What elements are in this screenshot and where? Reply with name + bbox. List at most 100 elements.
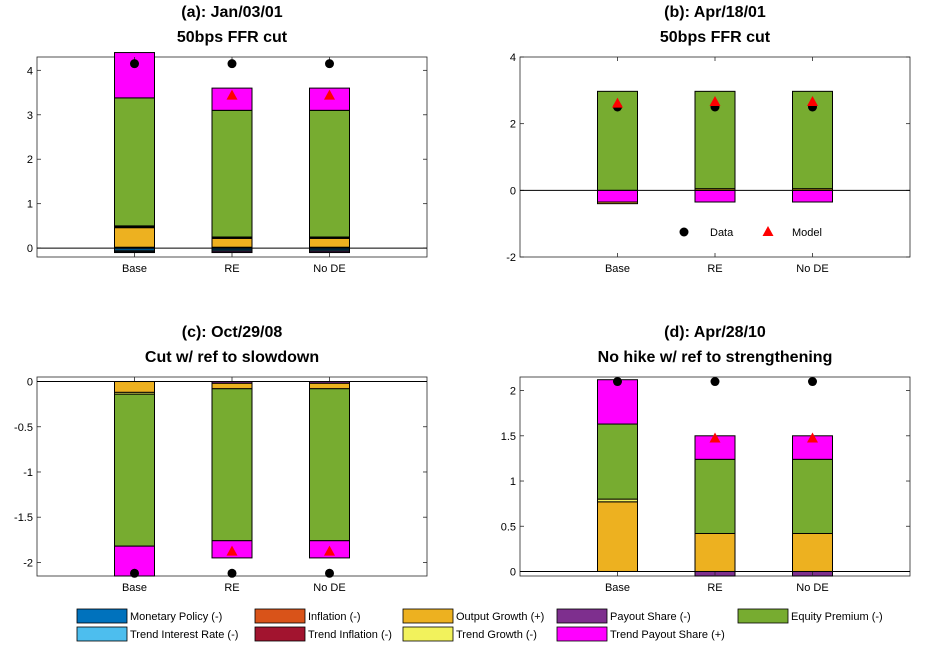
legend-label: Output Growth (+) [456, 611, 544, 623]
y-tick-label: -0.5 [14, 422, 33, 434]
bar-segment [114, 97, 155, 227]
model-marker [612, 97, 623, 108]
x-tick-label: No DE [796, 582, 828, 594]
data-marker [227, 568, 237, 578]
data-marker [808, 377, 817, 387]
legend-model-marker [762, 226, 774, 236]
model-marker [226, 545, 238, 556]
legend-data-label: Data [710, 227, 734, 239]
data-marker [325, 59, 334, 69]
bar-segment [309, 109, 350, 238]
data-marker [130, 59, 139, 69]
y-tick-label: 2 [510, 119, 516, 131]
y-tick-label: 4 [27, 65, 33, 77]
panel-a: (a): Jan/03/01 50bps FFR cut 0 1 2 3 4 Base RE No… [27, 4, 428, 275]
bar-segment [597, 201, 638, 205]
y-tick-label: 2 [27, 154, 33, 166]
y-tick-label: 0.5 [501, 521, 516, 533]
panel-subtitle: 50bps FFR cut [177, 29, 288, 46]
legend-swatch [556, 608, 608, 624]
y-tick-label: 0 [510, 185, 516, 197]
panel-title: (c): Oct/29/08 [182, 324, 283, 341]
bar-segment [114, 251, 155, 254]
legend-label: Payout Share (-) [610, 611, 691, 623]
component-legend: Monetary Policy (-) Inflation (-) Output G… [76, 608, 883, 642]
y-tick-label: 0 [27, 377, 33, 389]
bar-segment [211, 237, 253, 248]
y-tick-label: 0 [510, 566, 516, 578]
bar-segment [597, 189, 638, 203]
legend-label: Equity Premium (-) [791, 611, 883, 623]
panel-b: (b): Apr/18/01 50bps FFR cut -2 0 2 4 Base RE No… [506, 4, 911, 275]
legend-swatch [556, 626, 608, 642]
y-tick-label: -2 [23, 557, 33, 569]
legend-swatch [402, 608, 454, 624]
x-tick-label: No DE [796, 263, 828, 275]
y-tick-label: 0 [27, 243, 33, 255]
x-tick-label: Base [122, 582, 147, 594]
bar-segment [597, 379, 638, 425]
panel-subtitle: 50bps FFR cut [660, 29, 771, 46]
x-tick-label: Base [605, 582, 630, 594]
bar-segment [694, 458, 736, 534]
model-marker [226, 89, 238, 100]
legend-label: Inflation (-) [308, 611, 361, 623]
data-marker [130, 568, 139, 578]
panel-subtitle: No hike w/ ref to strengthening [598, 349, 833, 366]
bar-segment [211, 250, 253, 254]
y-tick-label: 1 [27, 199, 33, 211]
panel-title: (a): Jan/03/01 [181, 4, 282, 21]
bar-segment [309, 382, 350, 390]
legend-model-label: Model [792, 227, 822, 239]
model-marker [807, 96, 818, 106]
bar-segment [792, 458, 833, 534]
panel-title: (d): Apr/28/10 [664, 324, 766, 341]
bar-segment [792, 189, 833, 203]
model-marker [709, 96, 721, 106]
legend-label: Monetary Policy (-) [130, 611, 222, 623]
legend-label: Trend Inflation (-) [308, 629, 392, 641]
panel-title: (b): Apr/18/01 [664, 4, 766, 21]
bar-segment [114, 393, 155, 547]
legend-swatch [254, 626, 306, 642]
y-tick-label: -1 [23, 467, 33, 479]
legend-swatch [76, 608, 128, 624]
panel-subtitle: Cut w/ ref to slowdown [145, 349, 319, 366]
legend-swatch [737, 608, 789, 624]
y-tick-label: 1.5 [501, 431, 516, 443]
bar-segment [309, 237, 350, 248]
y-tick-label: 3 [27, 110, 33, 122]
x-tick-label: Base [605, 263, 630, 275]
model-marker [807, 432, 818, 443]
bar-segment [694, 532, 736, 572]
model-marker [324, 545, 335, 556]
panel-d: (d): Apr/28/10 No hike w/ ref to strength… [501, 324, 911, 594]
panel-c: (c): Oct/29/08 Cut w/ ref to slowdown 0 -0.… [14, 324, 428, 594]
legend-label: Trend Payout Share (+) [610, 629, 725, 641]
x-tick-label: Base [122, 263, 147, 275]
x-tick-label: RE [707, 263, 722, 275]
y-tick-label: 1 [510, 476, 516, 488]
data-marker [325, 568, 334, 578]
data-marker [227, 59, 237, 69]
model-marker [709, 432, 721, 443]
y-tick-label: 2 [510, 386, 516, 398]
model-marker [324, 89, 335, 100]
legend-swatch [254, 608, 306, 624]
legend-swatch [402, 626, 454, 642]
bar-segment [309, 250, 350, 254]
bar-segment [211, 388, 253, 542]
y-tick-label: -1.5 [14, 512, 33, 524]
legend-label: Trend Growth (-) [456, 629, 537, 641]
legend-data-marker [679, 227, 689, 237]
bar-segment [309, 388, 350, 542]
bar-segment [792, 532, 833, 572]
x-tick-label: RE [707, 582, 722, 594]
x-tick-label: No DE [313, 582, 345, 594]
bar-segment [211, 382, 253, 390]
y-tick-label: 4 [510, 52, 516, 64]
x-tick-label: No DE [313, 263, 345, 275]
bar-segment [597, 423, 638, 500]
data-marker [613, 377, 622, 387]
